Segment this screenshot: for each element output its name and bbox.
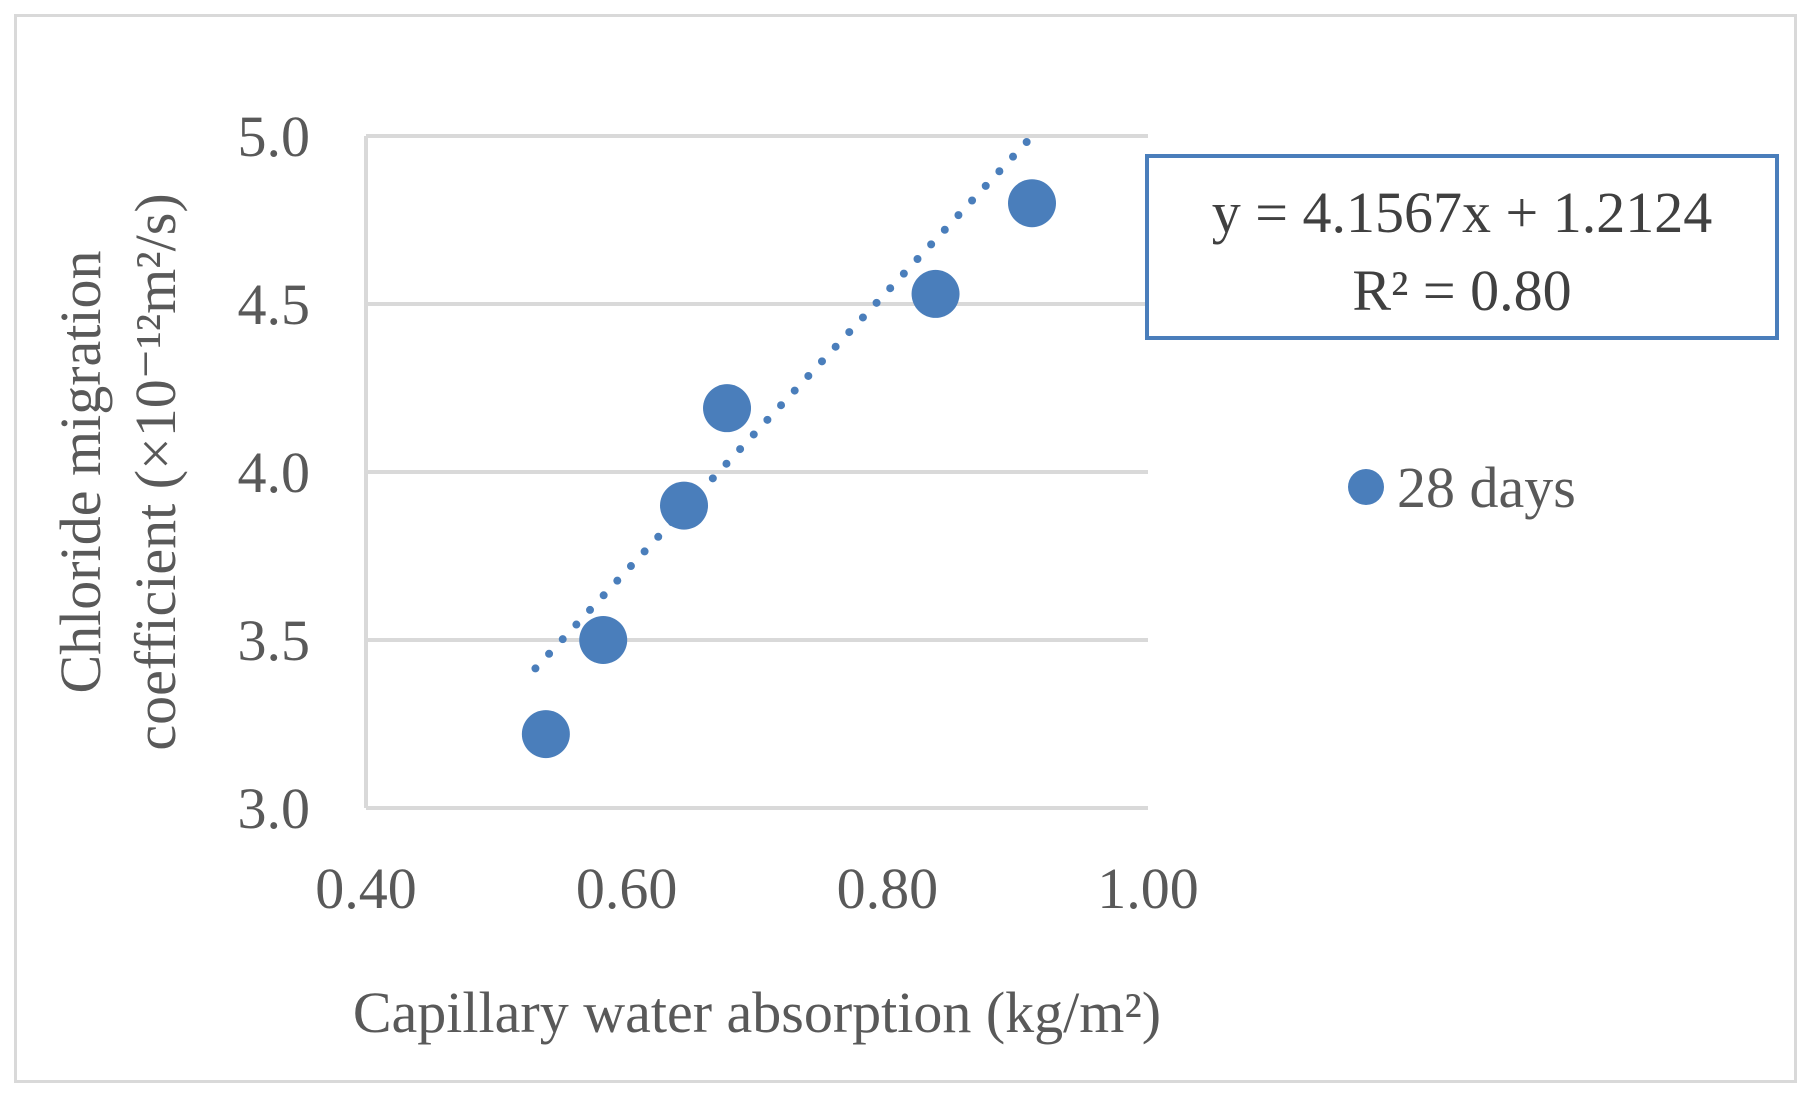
- y-axis-title-line1: Chloride migration: [48, 251, 113, 694]
- data-point: [521, 710, 570, 759]
- y-tick-label: 4.5: [238, 272, 311, 337]
- data-point: [703, 384, 752, 433]
- x-tick-label: 0.60: [576, 856, 678, 921]
- gridlines: [366, 134, 1148, 642]
- legend: 28 days: [1348, 455, 1576, 520]
- x-tick-label: 0.80: [837, 856, 939, 921]
- y-tick-label: 5.0: [238, 104, 311, 169]
- data-point: [660, 481, 709, 530]
- trendline-r-squared: R² = 0.80: [1352, 258, 1571, 323]
- trendline-equation: y = 4.1567x + 1.2124: [1212, 180, 1712, 245]
- trendline-line: [531, 133, 1035, 673]
- axes: [364, 136, 1148, 810]
- legend-label-28-days: 28 days: [1397, 455, 1576, 520]
- data-points: [521, 179, 1057, 759]
- y-axis-title-line2: coefficient (×10⁻¹²m²/s): [123, 193, 188, 750]
- y-tick-label: 3.5: [238, 608, 311, 673]
- data-point: [911, 269, 960, 318]
- trendline: [531, 133, 1035, 673]
- trendline-equation-box: y = 4.1567x + 1.2124 R² = 0.80: [1145, 154, 1779, 340]
- legend-marker-28-days: [1348, 469, 1384, 505]
- y-tick-labels: 3.0 3.5 4.0 4.5 5.0: [238, 104, 311, 841]
- y-axis-title: Chloride migration coefficient (×10⁻¹²m²…: [48, 193, 188, 750]
- x-tick-labels: 0.40 0.60 0.80 1.00: [315, 856, 1199, 921]
- x-tick-label: 0.40: [315, 856, 417, 921]
- equation-box-border: [1145, 154, 1779, 340]
- x-axis-title: Capillary water absorption (kg/m²): [353, 980, 1161, 1045]
- x-tick-label: 1.00: [1097, 856, 1199, 921]
- data-point: [579, 616, 628, 664]
- y-tick-label: 3.0: [238, 776, 311, 841]
- y-tick-label: 4.0: [238, 440, 311, 505]
- data-point: [1008, 179, 1057, 228]
